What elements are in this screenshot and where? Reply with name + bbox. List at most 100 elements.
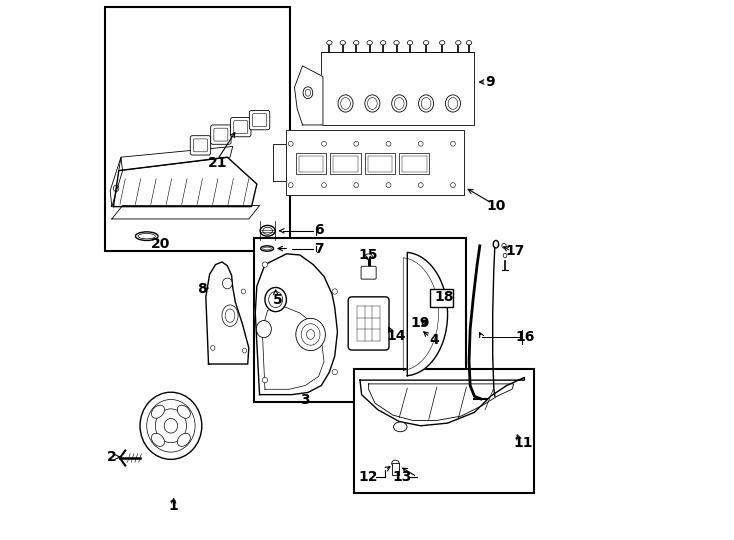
Text: 9: 9 xyxy=(486,75,495,89)
Ellipse shape xyxy=(332,369,338,375)
Polygon shape xyxy=(206,262,249,364)
Ellipse shape xyxy=(307,329,315,339)
Text: 10: 10 xyxy=(486,199,506,213)
Ellipse shape xyxy=(422,320,428,325)
Bar xyxy=(105,7,290,251)
Bar xyxy=(430,289,453,307)
Bar xyxy=(299,156,324,172)
Ellipse shape xyxy=(365,254,372,259)
Text: 4: 4 xyxy=(429,333,439,347)
Ellipse shape xyxy=(451,183,455,187)
Ellipse shape xyxy=(367,40,372,45)
Ellipse shape xyxy=(288,141,293,146)
Bar xyxy=(286,130,464,195)
Ellipse shape xyxy=(440,40,445,45)
Ellipse shape xyxy=(263,227,272,234)
Text: 19: 19 xyxy=(410,316,429,329)
FancyBboxPatch shape xyxy=(233,120,248,133)
Ellipse shape xyxy=(151,433,164,447)
Bar xyxy=(333,156,358,172)
Ellipse shape xyxy=(451,141,455,146)
Ellipse shape xyxy=(263,247,272,250)
Text: 15: 15 xyxy=(359,248,378,262)
FancyBboxPatch shape xyxy=(252,113,266,126)
Text: 12: 12 xyxy=(358,470,378,484)
Ellipse shape xyxy=(305,89,310,96)
Ellipse shape xyxy=(392,95,407,112)
Text: 7: 7 xyxy=(314,241,324,255)
Bar xyxy=(399,153,429,174)
Text: 8: 8 xyxy=(197,282,207,296)
Ellipse shape xyxy=(178,405,190,418)
Ellipse shape xyxy=(262,262,268,267)
Ellipse shape xyxy=(393,422,407,431)
Polygon shape xyxy=(112,206,260,219)
Bar xyxy=(254,238,466,402)
Ellipse shape xyxy=(424,40,429,45)
Polygon shape xyxy=(360,377,524,426)
Ellipse shape xyxy=(341,98,350,110)
Ellipse shape xyxy=(327,40,332,45)
FancyBboxPatch shape xyxy=(230,117,251,137)
Ellipse shape xyxy=(354,141,359,146)
Ellipse shape xyxy=(386,183,391,187)
Ellipse shape xyxy=(421,98,431,110)
FancyBboxPatch shape xyxy=(211,125,231,144)
Polygon shape xyxy=(110,157,123,207)
Polygon shape xyxy=(114,157,257,207)
Ellipse shape xyxy=(262,377,268,383)
Ellipse shape xyxy=(407,40,413,45)
Text: 1: 1 xyxy=(169,500,178,514)
Bar xyxy=(392,463,399,475)
Ellipse shape xyxy=(269,292,283,308)
Ellipse shape xyxy=(303,87,313,99)
Text: 13: 13 xyxy=(392,470,412,484)
Ellipse shape xyxy=(222,278,232,289)
Bar xyxy=(402,156,426,172)
Text: 20: 20 xyxy=(150,237,170,251)
FancyBboxPatch shape xyxy=(348,297,389,350)
Text: 16: 16 xyxy=(516,330,535,344)
Ellipse shape xyxy=(164,418,178,433)
Polygon shape xyxy=(407,252,448,376)
Polygon shape xyxy=(273,144,286,181)
Ellipse shape xyxy=(418,95,434,112)
Ellipse shape xyxy=(418,141,423,146)
Ellipse shape xyxy=(392,460,399,467)
Ellipse shape xyxy=(288,183,293,187)
Ellipse shape xyxy=(178,433,190,447)
Ellipse shape xyxy=(394,98,404,110)
Ellipse shape xyxy=(332,289,338,294)
Ellipse shape xyxy=(140,392,202,460)
Ellipse shape xyxy=(225,309,235,322)
Ellipse shape xyxy=(394,40,399,45)
Ellipse shape xyxy=(368,98,377,110)
Ellipse shape xyxy=(241,289,246,294)
FancyBboxPatch shape xyxy=(214,128,228,141)
Text: 21: 21 xyxy=(208,156,228,170)
Bar xyxy=(321,52,474,125)
Polygon shape xyxy=(255,254,338,395)
Ellipse shape xyxy=(321,183,327,187)
Ellipse shape xyxy=(256,321,272,338)
Ellipse shape xyxy=(301,323,320,345)
FancyBboxPatch shape xyxy=(361,266,376,279)
Text: 6: 6 xyxy=(314,223,324,237)
Ellipse shape xyxy=(386,141,391,146)
Ellipse shape xyxy=(222,305,238,326)
Text: 3: 3 xyxy=(300,393,310,407)
Ellipse shape xyxy=(151,405,164,418)
Ellipse shape xyxy=(260,225,275,236)
Ellipse shape xyxy=(296,319,325,350)
Ellipse shape xyxy=(418,183,423,187)
Bar xyxy=(354,369,534,493)
Ellipse shape xyxy=(446,95,460,112)
Ellipse shape xyxy=(354,183,359,187)
Ellipse shape xyxy=(466,40,472,45)
Ellipse shape xyxy=(504,253,507,258)
Bar xyxy=(368,156,392,172)
Ellipse shape xyxy=(338,95,353,112)
Ellipse shape xyxy=(321,141,327,146)
Text: 2: 2 xyxy=(106,450,116,464)
Text: 18: 18 xyxy=(434,290,454,304)
